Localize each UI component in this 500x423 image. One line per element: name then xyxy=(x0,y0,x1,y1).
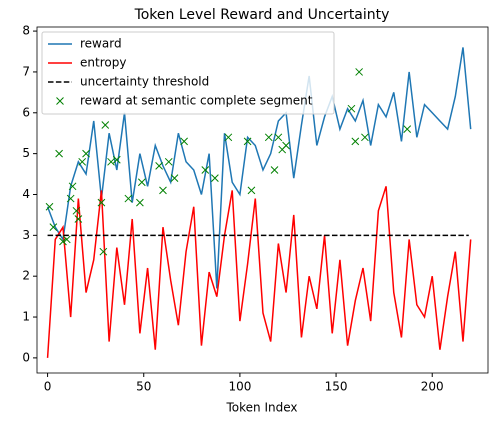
scatter-point xyxy=(403,125,412,133)
scatter-point xyxy=(101,121,110,129)
scatter-point xyxy=(361,133,369,142)
legend-box xyxy=(41,31,335,115)
scatter-point xyxy=(68,182,77,191)
scatter-point xyxy=(164,157,173,166)
line xyxy=(46,186,472,358)
scatter-point xyxy=(97,198,106,207)
scatter-point xyxy=(136,198,144,207)
scatter-point xyxy=(74,215,83,223)
scatter-point xyxy=(59,237,67,246)
scatter-point xyxy=(274,133,283,142)
scatter-point xyxy=(107,157,115,166)
scatter-point xyxy=(49,223,58,232)
scatter-point xyxy=(351,137,360,146)
x-tick-label: 150 xyxy=(325,380,348,394)
x-tick-label: 0 xyxy=(44,380,52,394)
y-tick-label: 7 xyxy=(22,64,30,78)
legend-label: entropy xyxy=(80,56,126,70)
scatter-point xyxy=(124,194,133,203)
scatter-point xyxy=(55,149,63,158)
legend-marker xyxy=(56,97,64,105)
legend-label: reward at semantic complete segment xyxy=(80,94,313,108)
scatter-point xyxy=(45,202,54,211)
scatter-point xyxy=(159,186,167,195)
scatter-point xyxy=(112,155,121,164)
scatter-point xyxy=(211,174,219,182)
scatter-point xyxy=(355,68,363,76)
scatter-point xyxy=(82,149,90,158)
scatter-point xyxy=(66,194,75,203)
scatter-point xyxy=(180,137,188,146)
x-tick-label: 200 xyxy=(421,380,444,394)
y-tick-label: 2 xyxy=(22,269,30,283)
y-tick-label: 5 xyxy=(22,146,30,160)
scatter-point xyxy=(155,162,163,170)
scatter-point xyxy=(243,137,252,146)
y-tick-label: 1 xyxy=(22,310,30,324)
scatter-point xyxy=(247,186,256,195)
x-tick-label: 100 xyxy=(228,380,251,394)
axes-frame xyxy=(36,26,489,374)
scatter-point xyxy=(270,166,279,174)
scatter-point xyxy=(78,157,87,166)
y-tick-label: 4 xyxy=(22,187,30,201)
legend-label: reward xyxy=(80,37,122,51)
scatter-point xyxy=(137,178,146,187)
scatter-point xyxy=(264,133,273,142)
scatter-point xyxy=(201,166,210,174)
y-tick-label: 8 xyxy=(22,24,30,38)
scatter-point xyxy=(62,235,71,244)
y-tick-label: 0 xyxy=(22,350,30,364)
y-tick-label: 3 xyxy=(22,228,30,242)
scatter-point xyxy=(224,133,233,142)
scatter-point xyxy=(347,104,356,113)
x-axis-label: Token Index xyxy=(226,401,298,415)
chart-title: Token Level Reward and Uncertainty xyxy=(134,7,390,23)
x-tick-label: 50 xyxy=(136,380,151,394)
scatter-point xyxy=(282,141,290,150)
scatter-point xyxy=(99,247,108,256)
scatter-point xyxy=(170,174,179,182)
scatter-point xyxy=(72,206,81,215)
y-tick-label: 6 xyxy=(22,105,30,119)
legend-label: uncertainty threshold xyxy=(80,75,209,89)
